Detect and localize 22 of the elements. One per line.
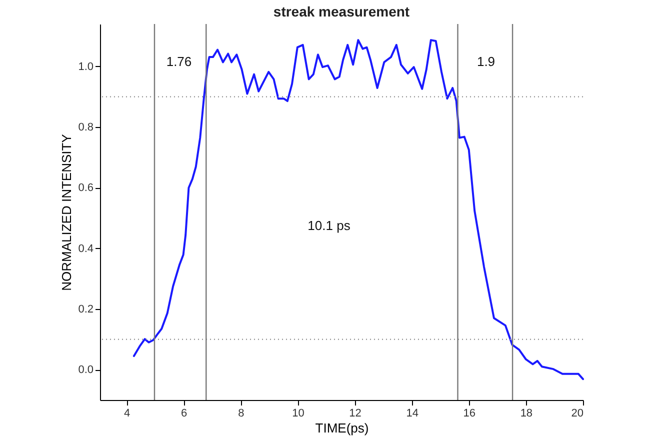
chart-title: streak measurement <box>273 3 410 20</box>
annotation: 10.1 ps <box>308 218 351 233</box>
x-tick-label: 10 <box>292 408 304 420</box>
y-tick-label: 0.8 <box>78 122 94 134</box>
x-tick-label: 4 <box>124 408 130 420</box>
x-tick-label: 6 <box>181 408 188 420</box>
y-axis-title: NORMALIZED INTENSITY <box>59 134 74 291</box>
y-tick-label: 0.2 <box>78 304 94 316</box>
y-tick-label: 1.0 <box>78 60 94 73</box>
x-tick-label: 12 <box>349 408 362 420</box>
y-tick-label: 0.4 <box>78 242 94 255</box>
x-tick-label: 20 <box>571 408 584 420</box>
x-tick-label: 18 <box>520 408 533 420</box>
x-tick-label: 8 <box>238 408 244 420</box>
y-tick-label: 0.0 <box>78 364 94 376</box>
y-tick-label: 0.6 <box>78 182 94 194</box>
x-tick-label: 14 <box>406 408 418 420</box>
x-axis-title: TIME(ps) <box>315 420 369 436</box>
annotation: 1.76 <box>166 54 192 69</box>
x-tick-label: 16 <box>463 408 476 420</box>
line-series <box>132 39 584 380</box>
annotation: 1.9 <box>476 54 496 69</box>
